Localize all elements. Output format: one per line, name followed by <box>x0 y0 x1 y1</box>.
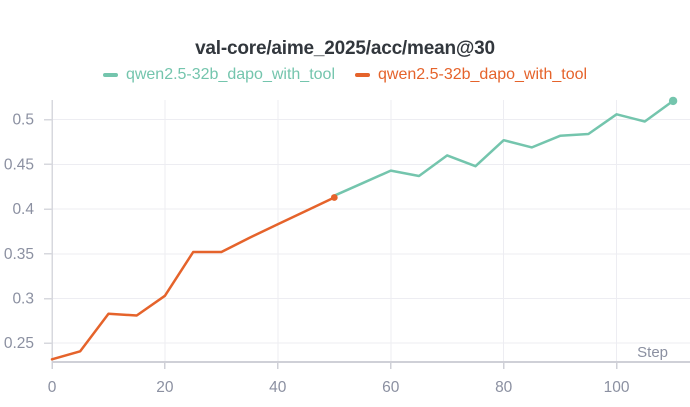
chart-title: val-core/aime_2025/acc/mean@30 <box>195 38 495 59</box>
y-tick-label: 0.25 <box>4 335 34 352</box>
legend-dash-icon <box>102 73 118 77</box>
end-marker-teal <box>668 96 678 106</box>
y-tick-label: 0.3 <box>12 291 34 308</box>
end-marker-orange <box>330 194 338 201</box>
y-tick-label: 0.4 <box>12 201 34 218</box>
x-tick-label: 20 <box>156 379 174 396</box>
x-tick-label: 0 <box>48 379 57 396</box>
legend-dash-icon <box>355 73 370 77</box>
y-tick-label: 0.45 <box>4 156 34 173</box>
series-line-teal[interactable] <box>333 99 675 197</box>
x-axis-label: Step <box>637 344 668 361</box>
x-tick-label: 60 <box>382 379 400 396</box>
legend-item-run-orange[interactable]: qwen2.5-32b_dapo_with_tool <box>355 66 587 84</box>
x-tick-label: 40 <box>269 379 287 396</box>
y-tick-label: 0.5 <box>12 112 34 129</box>
x-tick-label: 80 <box>495 379 513 396</box>
legend-label: qwen2.5-32b_dapo_with_tool <box>378 66 588 83</box>
legend-label: qwen2.5-32b_dapo_with_tool <box>125 66 335 83</box>
y-tick-label: 0.35 <box>4 246 34 263</box>
chart-legend: qwen2.5-32b_dapo_with_tool qwen2.5-32b_d… <box>0 66 690 84</box>
legend-item-run-teal[interactable]: qwen2.5-32b_dapo_with_tool <box>102 66 335 84</box>
series-line-orange[interactable] <box>50 196 336 361</box>
x-tick-label: 100 <box>604 379 630 396</box>
